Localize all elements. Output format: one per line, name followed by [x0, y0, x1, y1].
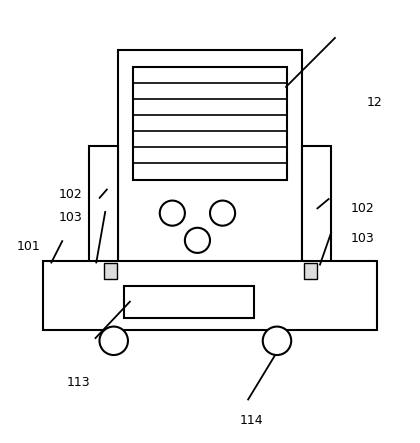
- Bar: [133, 66, 287, 180]
- Text: 103: 103: [58, 211, 82, 224]
- Text: 102: 102: [350, 202, 374, 215]
- Text: 101: 101: [17, 240, 40, 253]
- Circle shape: [160, 201, 185, 225]
- Text: 103: 103: [350, 232, 374, 245]
- Bar: [124, 286, 254, 318]
- Bar: [42, 261, 378, 330]
- Text: 12: 12: [367, 96, 383, 109]
- Text: 113: 113: [67, 376, 91, 389]
- Bar: [302, 146, 331, 268]
- Circle shape: [185, 228, 210, 253]
- Bar: [118, 50, 302, 268]
- Bar: [89, 146, 118, 268]
- Circle shape: [263, 326, 291, 355]
- Circle shape: [210, 201, 235, 225]
- Circle shape: [100, 326, 128, 355]
- Text: 102: 102: [58, 188, 82, 201]
- Bar: [304, 263, 317, 279]
- Bar: [104, 263, 117, 279]
- Text: 114: 114: [240, 414, 264, 427]
